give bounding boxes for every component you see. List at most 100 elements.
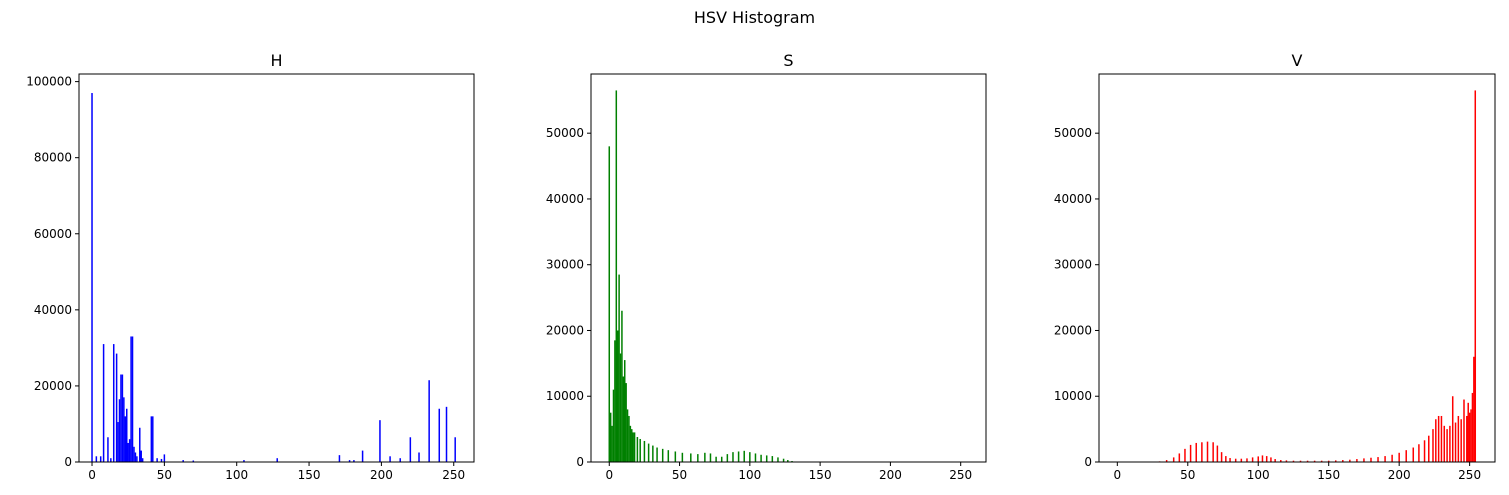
s-x-tick-label: 250	[949, 468, 972, 482]
h-x-tick: 50	[157, 462, 172, 482]
v-x-tick: 0	[1114, 462, 1121, 482]
s-bar	[743, 450, 745, 462]
figure-title: HSV Histogram	[693, 8, 816, 27]
h-y-tick: 60000	[34, 227, 79, 241]
s-bar	[656, 447, 658, 462]
v-x-tick-label: 200	[1388, 468, 1411, 482]
s-bar	[636, 437, 639, 462]
s-axes-frame	[590, 73, 987, 463]
s-x-tick-label: 150	[809, 468, 832, 482]
v-x-tick-label: 150	[1317, 468, 1340, 482]
h-x-tick-label: 100	[225, 468, 248, 482]
v-bar	[1471, 392, 1474, 462]
v-bar	[1320, 460, 1323, 462]
h-bar	[131, 336, 134, 462]
h-bar	[110, 458, 112, 462]
v-bar	[1412, 447, 1415, 462]
h-bar	[192, 460, 195, 462]
h-bar	[139, 427, 141, 462]
s-y-tick: 50000	[546, 126, 591, 140]
s-y-tick: 20000	[546, 323, 591, 337]
v-bar	[1178, 453, 1181, 462]
s-bar	[609, 412, 612, 462]
v-y-tick: 40000	[1054, 192, 1099, 206]
h-x-tick: 0	[88, 462, 96, 482]
s-bar	[625, 383, 627, 462]
v-bar	[1313, 460, 1316, 462]
v-x-tick: 150	[1317, 462, 1340, 482]
v-y-tick-label: 0	[1084, 455, 1092, 469]
s-bar	[771, 456, 774, 462]
v-bar	[1363, 458, 1365, 462]
v-y-tick-label: 40000	[1054, 192, 1092, 206]
s-bar	[623, 360, 626, 462]
h-bar	[128, 439, 131, 462]
v-y-tick-label: 10000	[1054, 389, 1092, 403]
v-y-tick: 30000	[1054, 258, 1099, 272]
h-bar	[338, 455, 341, 462]
h-bar	[133, 446, 135, 462]
h-bar	[243, 460, 245, 462]
h-bar	[130, 336, 132, 462]
s-bar	[720, 456, 723, 462]
v-y-tick: 10000	[1054, 389, 1099, 403]
v-bar	[1449, 425, 1451, 462]
v-bar	[1327, 460, 1330, 462]
h-bar	[121, 374, 124, 462]
h-bar	[160, 458, 163, 462]
s-bar	[787, 460, 789, 462]
h-bar	[118, 399, 121, 462]
h-bar	[428, 380, 430, 462]
s-bar	[614, 340, 616, 462]
v-bar	[1201, 442, 1203, 462]
v-axes-frame	[1098, 73, 1496, 463]
v-bar	[1299, 460, 1302, 462]
s-bar	[621, 310, 623, 462]
v-bar	[1349, 459, 1351, 462]
s-bar	[629, 425, 632, 462]
v-bar	[1285, 460, 1288, 462]
h-bar	[91, 93, 93, 463]
s-bar	[760, 454, 762, 462]
v-bar	[1356, 459, 1358, 462]
v-bar	[1216, 445, 1219, 462]
h-bar	[156, 458, 158, 462]
v-bar	[1189, 444, 1192, 462]
v-bar	[1457, 415, 1460, 462]
v-bar	[1435, 419, 1437, 462]
s-bar	[749, 452, 751, 462]
s-bar	[652, 445, 654, 462]
s-bar	[633, 432, 636, 462]
s-bar	[726, 454, 729, 462]
h-bar	[120, 374, 122, 462]
v-bar	[1468, 412, 1471, 462]
v-bar	[1454, 422, 1457, 462]
s-bar	[616, 330, 619, 462]
h-y-tick-label: 0	[64, 455, 72, 469]
s-bar	[631, 429, 633, 462]
s-y-tick-label: 50000	[546, 126, 584, 140]
h-bars	[91, 93, 456, 463]
s-bar	[647, 443, 650, 462]
s-bar	[690, 453, 692, 462]
v-bar	[1225, 456, 1227, 462]
h-y-tick-label: 40000	[34, 303, 72, 317]
v-bar	[1437, 415, 1440, 462]
h-bar	[112, 344, 115, 462]
v-x-tick-label: 100	[1247, 468, 1270, 482]
v-bar	[1206, 441, 1209, 462]
v-bar	[1391, 454, 1393, 462]
h-bar	[399, 458, 401, 462]
s-bar	[661, 448, 664, 462]
v-bar	[1460, 419, 1462, 462]
v-y-tick-label: 20000	[1054, 323, 1092, 337]
s-bar	[697, 454, 699, 462]
h-bar	[163, 454, 166, 462]
v-y-tick: 0	[1084, 455, 1099, 469]
s-bar	[615, 90, 618, 462]
v-x-tick: 250	[1458, 462, 1481, 482]
h-bar	[276, 458, 278, 462]
v-bar	[1384, 456, 1386, 462]
s-x-tick: 250	[949, 462, 972, 482]
